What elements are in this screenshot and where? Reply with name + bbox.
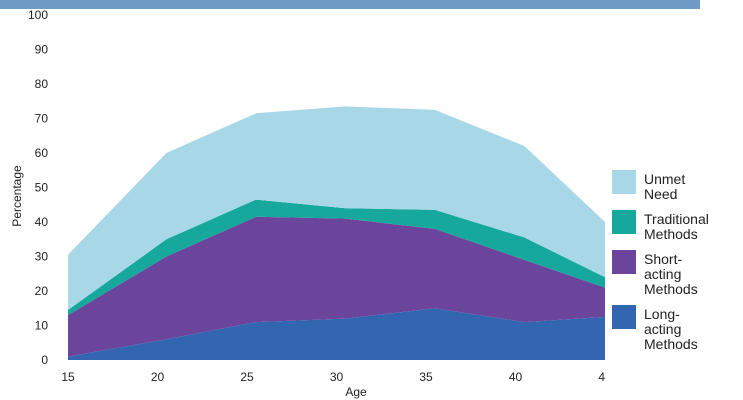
legend-label: Unmet Need [644, 171, 686, 202]
x-tick-label: 40 [509, 370, 523, 384]
y-axis-ticks: 0 10 20 30 40 50 60 70 80 90 100 [28, 8, 48, 367]
x-tick-label: 30 [330, 370, 344, 384]
y-tick-label: 10 [35, 319, 49, 333]
y-tick-label: 40 [35, 215, 49, 229]
legend-label: Traditional Methods [644, 211, 709, 242]
header-bar [0, 0, 700, 9]
chart-areas [68, 106, 605, 360]
y-tick-label: 70 [35, 112, 49, 126]
y-tick-label: 90 [35, 43, 49, 57]
legend-item-short-acting: Short-acting Methods [612, 250, 742, 297]
y-tick-label: 80 [35, 77, 49, 91]
stacked-area-chart: 0 10 20 30 40 50 60 70 80 90 100 15 20 25 30 35 40 45 Ag… [10, 8, 605, 399]
legend: Unmet Need Traditional Methods Short-act… [612, 170, 742, 360]
y-tick-label: 30 [35, 250, 49, 264]
y-axis-label: Percentage [10, 165, 24, 227]
y-tick-label: 100 [28, 8, 48, 22]
x-tick-label: 35 [419, 370, 433, 384]
legend-swatch-short-acting [612, 250, 636, 274]
legend-label: Short-acting Methods [644, 251, 698, 297]
x-tick-label: 20 [151, 370, 165, 384]
legend-swatch-long-acting [612, 305, 636, 329]
x-tick-label: 25 [240, 370, 254, 384]
x-tick-label: 45 [598, 370, 605, 384]
y-tick-label: 60 [35, 146, 49, 160]
area-long-acting-methods [68, 308, 605, 360]
y-tick-label: 0 [41, 353, 48, 367]
legend-item-long-acting: Long-acting Methods [612, 305, 742, 352]
legend-swatch-traditional [612, 210, 636, 234]
y-tick-label: 20 [35, 284, 49, 298]
y-tick-label: 50 [35, 181, 49, 195]
x-axis-label: Age [345, 385, 367, 399]
x-tick-label: 15 [61, 370, 75, 384]
area-traditional-methods [68, 199, 605, 316]
x-axis-ticks: 15 20 25 30 35 40 45 [61, 370, 605, 384]
legend-label: Long-acting Methods [644, 306, 698, 352]
legend-item-unmet-need: Unmet Need [612, 170, 742, 202]
area-short-acting-methods [68, 216, 605, 357]
legend-item-traditional: Traditional Methods [612, 210, 742, 242]
legend-swatch-unmet-need [612, 170, 636, 194]
area-unmet-need [68, 106, 605, 311]
